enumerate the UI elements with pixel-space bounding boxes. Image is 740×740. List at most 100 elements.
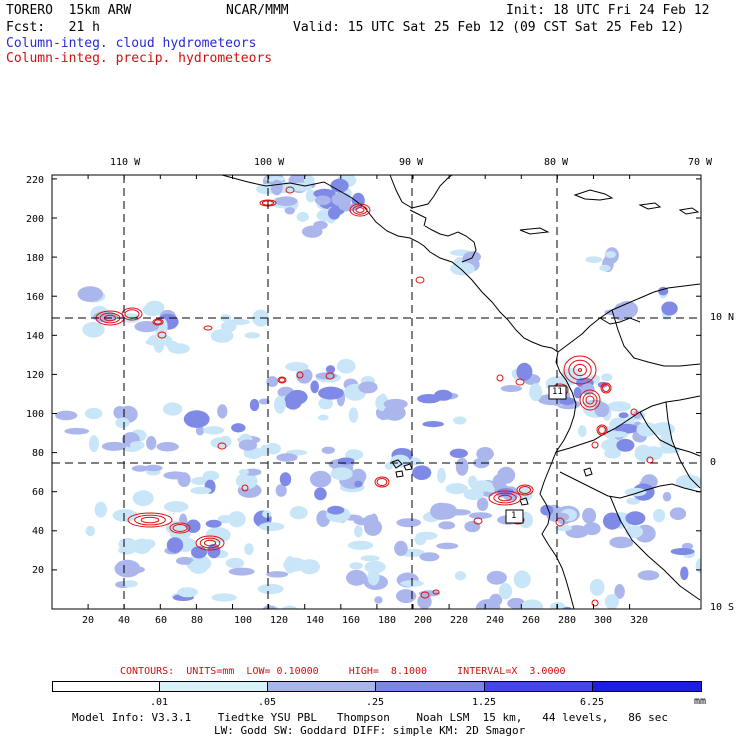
cloud-patch	[594, 402, 610, 417]
cloud-patch	[367, 568, 380, 586]
cloud-patch	[314, 487, 327, 501]
cloud-patch	[331, 192, 352, 207]
cloud-patch	[470, 480, 494, 492]
precip-contour	[157, 331, 167, 339]
cloud-patch	[77, 286, 104, 302]
cloud-patch	[438, 521, 456, 530]
precip-contour	[140, 516, 160, 524]
precip-contour	[493, 492, 517, 504]
cloud-patch	[275, 484, 287, 497]
precip-contour	[374, 476, 390, 488]
map-plot-area	[52, 175, 701, 609]
x-tick-200: 200	[414, 615, 433, 626]
cloud-patch	[354, 525, 363, 538]
cloud-patch	[205, 527, 231, 543]
init-time: Init: 18 UTC Fri 24 Feb 12	[506, 3, 710, 18]
lon-label-90w: 90 W	[399, 157, 424, 168]
cloud-patch	[130, 441, 145, 450]
cloud-patch	[468, 512, 493, 519]
cloud-patch	[94, 501, 108, 518]
y-tick-220: 220	[26, 175, 45, 186]
cloud-patch	[578, 425, 587, 438]
cloud-patch	[266, 571, 289, 578]
precip-contour	[473, 517, 483, 525]
cloud-patch	[207, 543, 221, 559]
cloud-patch	[345, 449, 364, 461]
cloud-patch	[375, 394, 389, 411]
cloud-patch	[606, 431, 628, 438]
lon-label-70w: 70 W	[688, 157, 713, 168]
colorbar-label-1: .01	[149, 697, 169, 708]
cloud-patch	[583, 522, 601, 536]
cloud-patch	[139, 490, 149, 500]
cloud-patch	[369, 513, 379, 529]
lat-label-10n: 10 N	[710, 312, 735, 323]
precip-contour	[488, 490, 522, 506]
cloud-patch	[325, 365, 336, 374]
cloud-patch	[349, 562, 363, 570]
precip-contour	[579, 389, 601, 411]
cloud-patch	[281, 605, 299, 609]
precip-contour	[325, 372, 335, 380]
x-tick-40: 40	[118, 615, 131, 626]
organization: NCAR/MMM	[226, 3, 289, 18]
cloud-patch	[166, 537, 184, 553]
cloud-patch	[211, 593, 237, 602]
x-tick-100: 100	[234, 615, 253, 626]
y-tick-140: 140	[26, 331, 45, 342]
cloud-patch	[244, 332, 260, 339]
cloud-patch	[476, 447, 494, 461]
colorbar-bin-6	[592, 681, 702, 692]
cloud-patch	[358, 381, 378, 394]
precip-contour	[591, 599, 599, 607]
precip-contour	[152, 318, 164, 326]
cloud-patch	[163, 471, 188, 480]
cloud-patch	[287, 389, 308, 405]
cloud-patch	[257, 583, 284, 595]
y-tick-20: 20	[32, 565, 45, 576]
precip-contour	[217, 442, 227, 450]
y-tick-100: 100	[26, 409, 45, 420]
precip-contour	[498, 494, 512, 502]
cloud-patch	[669, 507, 687, 520]
precip-contour	[349, 203, 371, 217]
cloud-patch	[681, 542, 694, 550]
cloud-patch	[93, 311, 119, 323]
cloud-patch	[64, 427, 90, 435]
precip-contour	[630, 408, 638, 416]
cloud-patch	[219, 435, 232, 448]
cloud-patch	[244, 543, 254, 555]
cloud-patch	[101, 441, 127, 451]
precip-contour	[563, 355, 597, 385]
cloud-patch	[55, 410, 78, 421]
precip-contour	[516, 484, 534, 496]
x-tick-260: 260	[522, 615, 541, 626]
model-physics: LW: Godd SW: Goddard DIFF: simple KM: 2D…	[214, 724, 526, 737]
cloud-patch	[603, 512, 622, 530]
cloud-patch	[625, 525, 643, 538]
precip-contour	[496, 374, 504, 382]
cloud-patch	[604, 594, 619, 609]
cloud-patch	[396, 589, 417, 604]
cloud-patch	[653, 508, 666, 523]
precip-hydrometeor-label: Column-integ. precip. hydrometeors	[6, 51, 273, 66]
cloud-patch	[189, 559, 209, 574]
cloud-patch	[507, 597, 525, 609]
cloud-patch	[436, 542, 459, 550]
cloud-patch	[279, 472, 292, 487]
cloud-patch	[419, 552, 440, 562]
cloud-patch	[412, 465, 432, 481]
cloud-patch	[585, 256, 603, 263]
cloud-patch	[614, 584, 625, 599]
cloud-patch	[330, 178, 349, 193]
cloud-patch	[552, 512, 570, 522]
cloud-patch	[305, 189, 316, 203]
precip-contour	[121, 307, 143, 321]
cloud-patch	[259, 444, 269, 457]
cloud-patch	[142, 539, 156, 549]
colorbar-bin-4	[375, 681, 485, 692]
cloud-patch	[318, 386, 344, 400]
lat-lon-grid	[52, 175, 701, 609]
precip-contour	[172, 524, 188, 532]
